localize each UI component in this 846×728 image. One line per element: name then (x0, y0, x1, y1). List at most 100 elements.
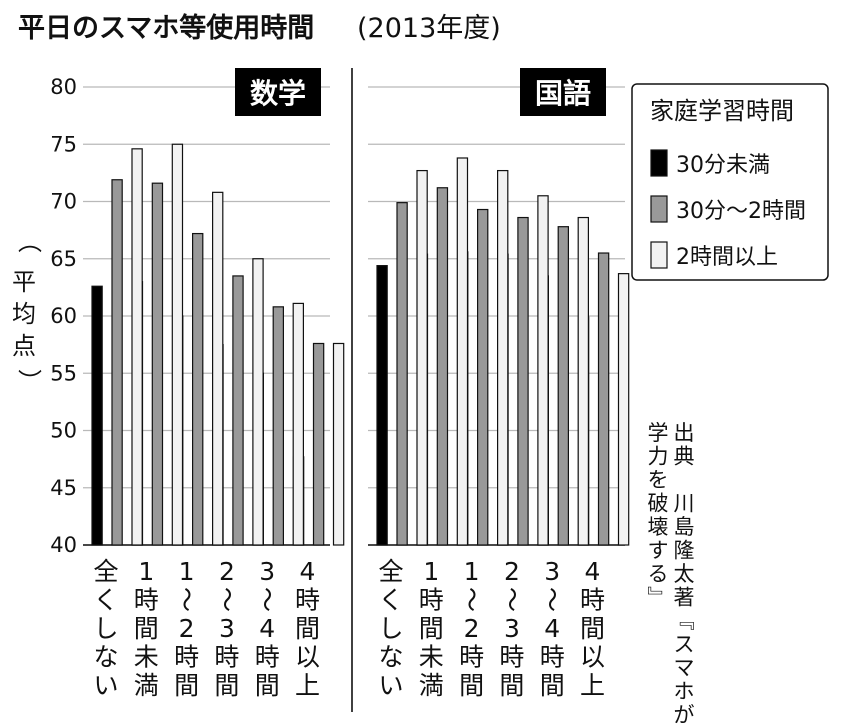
x-tick-label-char: 以 (580, 643, 605, 672)
source-line1-char: 出 (674, 421, 695, 445)
legend-box (631, 83, 829, 281)
x-tick-label-char: 4 (300, 557, 316, 586)
x-tick-label-char: 3 (219, 614, 235, 643)
source-line1-char: 『 (671, 610, 695, 631)
y-tick-label: 80 (50, 75, 77, 99)
y-tick-label: 40 (50, 533, 77, 557)
x-tick-label-char: 〜 (537, 587, 566, 612)
bar (252, 258, 264, 546)
x-tick-label-char: 2 (219, 557, 235, 586)
y-tick-label: 45 (50, 476, 77, 500)
source-line2-char: 学 (648, 421, 669, 445)
bar (537, 195, 549, 546)
source-line2-char: 』 (645, 586, 669, 607)
x-tick-label-char: 1 (138, 557, 154, 586)
x-tick-label-char: 間 (214, 671, 239, 700)
source-line1-char: が (674, 703, 695, 727)
source-line1-char: ホ (674, 680, 695, 704)
bar (91, 285, 103, 546)
x-tick-label-char: 時 (580, 586, 605, 615)
y-tick-label: 50 (50, 419, 77, 443)
x-tick-label-char: 〜 (172, 587, 201, 612)
bar (436, 187, 449, 546)
bar (332, 342, 345, 546)
x-tick-label-char: 間 (134, 614, 159, 643)
x-tick-label-char: 1 (179, 557, 195, 586)
legend-swatch (650, 149, 668, 177)
x-tick-label-char: 時 (214, 643, 239, 672)
bar (111, 179, 123, 546)
x-tick-label-char: 以 (295, 643, 320, 672)
legend-title: 家庭学習時間 (650, 97, 794, 125)
source-line1-char: 川 (674, 492, 695, 516)
x-tick-label-char: い (378, 671, 403, 700)
y-axis-label-paren-close: ︶ (18, 368, 42, 396)
source-line2-char: る (648, 562, 669, 586)
x-tick-label-char: 上 (580, 671, 605, 700)
bar (456, 157, 469, 546)
x-tick-label-char: 間 (174, 671, 199, 700)
source-line2-char: す (648, 539, 669, 563)
x-tick-label-char: 2 (504, 557, 520, 586)
chart-title-year: (2013年度) (357, 13, 501, 44)
panel-title: 国語 (535, 77, 591, 110)
legend-label: 30分〜2時間 (676, 199, 806, 224)
x-tick-label-char: 時 (419, 586, 444, 615)
bar (416, 169, 428, 546)
x-tick-label-char: 間 (499, 671, 524, 700)
x-tick-label-char: し (378, 614, 403, 643)
bar (212, 191, 224, 546)
source-line1-char: ス (674, 633, 695, 657)
y-axis-label-char: 点 (12, 332, 36, 360)
source-line1-char: 島 (674, 515, 695, 539)
x-tick-label-char: 3 (504, 614, 520, 643)
x-tick-label-char: 4 (585, 557, 601, 586)
x-tick-label-char: 間 (580, 614, 605, 643)
bar (232, 275, 244, 546)
bar (192, 232, 204, 546)
bar (312, 342, 325, 546)
x-tick-label-char: 未 (134, 643, 159, 672)
x-tick-label-char: 時 (499, 643, 524, 672)
source-line1-char: 太 (674, 562, 695, 586)
y-axis-label-char: 平 (12, 268, 36, 296)
legend-label: 2時間以上 (676, 245, 778, 270)
x-tick-label-char: 間 (419, 614, 444, 643)
bar (131, 148, 143, 546)
legend-swatch (650, 241, 668, 269)
x-tick-label-char: 〜 (457, 587, 486, 612)
bar (517, 216, 529, 546)
x-tick-label-char: 〜 (252, 587, 281, 612)
x-tick-label-char: 時 (540, 643, 565, 672)
bar (497, 169, 509, 546)
x-tick-label-char: く (93, 586, 118, 615)
x-tick-label-char: 3 (259, 557, 275, 586)
x-tick-label-char: 間 (540, 671, 565, 700)
x-tick-label-char: 間 (459, 671, 484, 700)
y-tick-label: 60 (50, 304, 77, 328)
panel-title: 数学 (250, 77, 306, 110)
y-tick-label: 55 (50, 361, 77, 385)
x-tick-label-char: し (93, 614, 118, 643)
bar (577, 216, 590, 546)
x-tick-label-char: 時 (255, 643, 280, 672)
bar (597, 252, 610, 546)
x-tick-label-char: 4 (544, 614, 560, 643)
plot-area: 404550556065707580︵平均点︶数学全くしない1時間未満1〜2時間… (12, 68, 829, 727)
bar (557, 226, 570, 546)
x-tick-label-char: 〜 (212, 587, 241, 612)
x-tick-label-char: 3 (544, 557, 560, 586)
source-line1-char: マ (674, 656, 695, 680)
legend-label: 30分未満 (676, 153, 770, 178)
source-line2-char: 力 (648, 445, 669, 469)
x-tick-label-char: く (378, 586, 403, 615)
y-tick-label: 70 (50, 190, 77, 214)
bar (617, 273, 630, 546)
x-tick-label-char: 未 (419, 643, 444, 672)
x-tick-label-char: 時 (295, 586, 320, 615)
x-tick-label-char: 4 (259, 614, 275, 643)
x-tick-label-char: 2 (179, 614, 195, 643)
source-line2-char: 壊 (648, 515, 669, 539)
x-tick-label-char: 満 (134, 671, 159, 700)
